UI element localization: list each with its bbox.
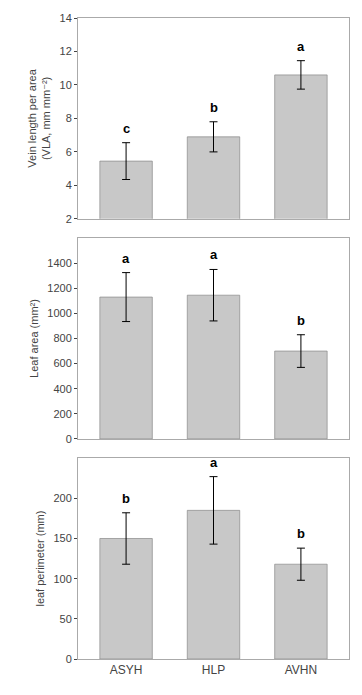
svg-text:a: a [210,247,218,262]
svg-text:1200: 1200 [47,282,71,294]
svg-text:Leaf area (mm²): Leaf area (mm²) [28,299,40,378]
svg-text:150: 150 [53,532,71,544]
svg-text:c: c [123,121,130,136]
svg-text:b: b [122,491,130,506]
svg-text:400: 400 [53,383,71,395]
svg-text:leaf perimeter (mm): leaf perimeter (mm) [34,511,46,607]
svg-text:200: 200 [53,492,71,504]
svg-text:b: b [297,526,305,541]
svg-text:ASYH: ASYH [110,663,143,677]
svg-text:0: 0 [66,433,72,445]
svg-text:b: b [297,313,305,328]
svg-text:0: 0 [66,653,72,665]
svg-text:14: 14 [60,12,72,24]
svg-text:a: a [297,39,305,54]
svg-text:a: a [210,455,218,470]
svg-text:200: 200 [53,408,71,420]
svg-text:50: 50 [60,613,72,625]
svg-text:100: 100 [53,573,71,585]
svg-text:HLP: HLP [202,663,225,677]
svg-text:2: 2 [66,213,72,225]
svg-text:1000: 1000 [47,307,71,319]
svg-text:6: 6 [66,146,72,158]
svg-text:600: 600 [53,357,71,369]
svg-text:1400: 1400 [47,257,71,269]
svg-text:b: b [210,100,218,115]
svg-text:Vein length per area(VLA, mm m: Vein length per area(VLA, mm mm⁻²) [26,68,52,167]
svg-text:AVHN: AVHN [285,663,317,677]
svg-text:4: 4 [66,179,72,191]
svg-text:8: 8 [66,112,72,124]
svg-text:a: a [122,251,130,266]
svg-text:800: 800 [53,332,71,344]
svg-text:12: 12 [60,45,72,57]
svg-text:10: 10 [60,79,72,91]
